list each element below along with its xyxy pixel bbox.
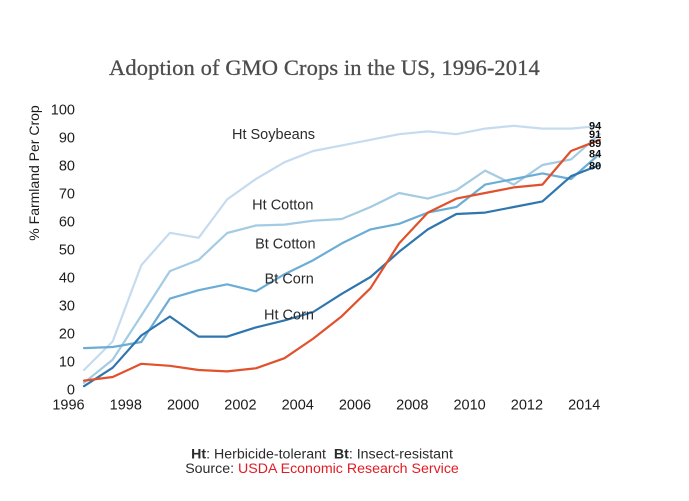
svg-text:Ht Soybeans: Ht Soybeans xyxy=(232,127,315,143)
svg-text:20: 20 xyxy=(59,326,75,342)
svg-text:91: 91 xyxy=(589,129,601,141)
svg-text:Bt Cotton: Bt Cotton xyxy=(255,236,315,252)
svg-text:2010: 2010 xyxy=(453,397,485,413)
svg-text:0: 0 xyxy=(67,382,75,398)
svg-text:2004: 2004 xyxy=(282,397,314,413)
svg-text:Bt Corn: Bt Corn xyxy=(265,271,314,287)
svg-text:50: 50 xyxy=(59,242,75,258)
svg-text:2012: 2012 xyxy=(511,397,543,413)
svg-text:2000: 2000 xyxy=(167,397,199,413)
svg-text:80: 80 xyxy=(59,158,75,174)
svg-text:Ht Cotton: Ht Cotton xyxy=(252,198,313,214)
svg-text:1996: 1996 xyxy=(52,397,84,413)
svg-text:2014: 2014 xyxy=(568,397,600,413)
svg-text:2002: 2002 xyxy=(224,397,256,413)
svg-text:1998: 1998 xyxy=(110,397,142,413)
svg-text:2008: 2008 xyxy=(396,397,428,413)
svg-text:10: 10 xyxy=(59,354,75,370)
svg-text:30: 30 xyxy=(59,298,75,314)
svg-text:89: 89 xyxy=(589,138,601,150)
svg-text:90: 90 xyxy=(59,130,75,146)
svg-text:Ht Corn: Ht Corn xyxy=(264,308,314,324)
svg-text:94: 94 xyxy=(589,121,602,133)
svg-text:80: 80 xyxy=(589,160,601,172)
svg-text:100: 100 xyxy=(51,102,75,118)
svg-text:60: 60 xyxy=(59,214,75,230)
svg-text:70: 70 xyxy=(59,186,75,202)
svg-text:Adoption of GMO Crops in the U: Adoption of GMO Crops in the US, 1996-20… xyxy=(109,55,540,80)
svg-text:2006: 2006 xyxy=(339,397,371,413)
svg-text:40: 40 xyxy=(59,270,75,286)
svg-text:Ht: Herbicide-tolerant Bt: In: Ht: Herbicide-tolerant Bt: Insect-resist… xyxy=(191,447,453,463)
svg-text:% Farmland Per Crop: % Farmland Per Crop xyxy=(26,105,42,241)
svg-text:84: 84 xyxy=(589,149,602,161)
svg-text:Source: USDA Economic Research: Source: USDA Economic Research Service xyxy=(185,461,459,477)
